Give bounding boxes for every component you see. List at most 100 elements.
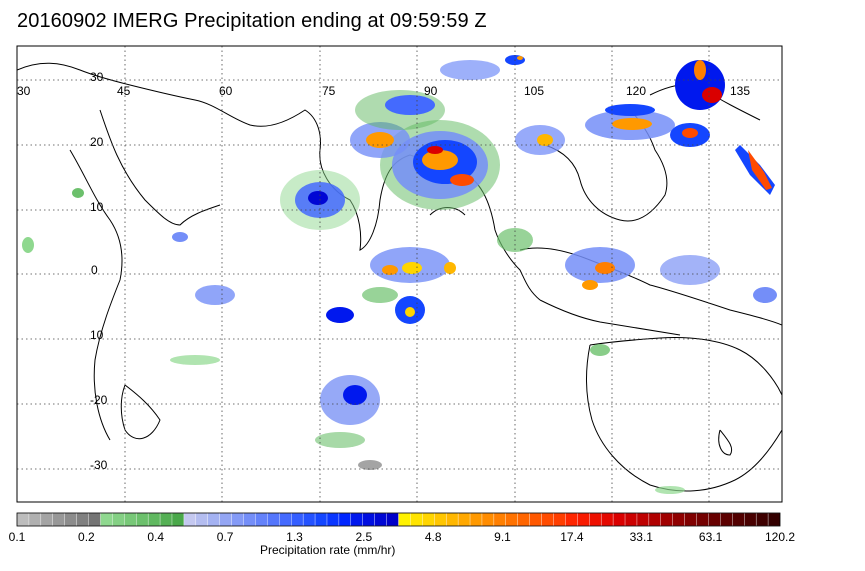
gridlines	[17, 46, 782, 502]
colorbar-cell	[553, 512, 566, 527]
colorbar-cell	[279, 512, 292, 527]
colorbar-cell	[183, 512, 197, 527]
lon-label: 45	[117, 84, 131, 98]
colorbar-cell	[326, 512, 340, 527]
colorbar-cell	[374, 512, 388, 527]
colorbar-cells	[16, 512, 781, 527]
lon-label: 105	[524, 84, 544, 98]
figure-title: 20160902 IMERG Precipitation ending at 0…	[17, 10, 487, 32]
lat-label: 10	[90, 328, 104, 342]
colorbar-cell	[577, 512, 590, 527]
colorbar-tick-label: 9.1	[494, 530, 511, 544]
colorbar-cell	[696, 512, 709, 527]
colorbar-cell	[338, 512, 352, 527]
colorbar-cell	[159, 512, 173, 527]
colorbar-cell	[624, 512, 638, 527]
colorbar-cell	[255, 512, 268, 527]
colorbar-tick-label: 63.1	[699, 530, 723, 544]
lat-label: 0	[91, 263, 98, 277]
colorbar-cell	[720, 512, 733, 527]
colorbar-tick-label: 1.3	[286, 530, 303, 544]
lat-label: -30	[90, 458, 108, 472]
colorbar-cell	[481, 512, 495, 527]
colorbar-tick-label: 0.2	[78, 530, 95, 544]
map-frame-border	[16, 45, 783, 503]
colorbar-cell	[243, 512, 256, 527]
colorbar-cell	[434, 512, 447, 527]
colorbar-cell	[88, 512, 101, 527]
colorbar-cell	[410, 512, 423, 527]
colorbar-cell	[660, 512, 674, 527]
colorbar-tick-label: 120.2	[765, 530, 795, 544]
longitude-labels: 30 45 60 75 90 105 120 135	[17, 84, 750, 98]
colorbar-cell	[124, 512, 137, 527]
colorbar-cell	[100, 512, 113, 527]
colorbar-cell	[505, 512, 519, 527]
colorbar-tick-label: 17.4	[560, 530, 584, 544]
colorbar-cell	[732, 512, 745, 527]
colorbar-cell	[386, 512, 399, 527]
colorbar-tick-label: 0.7	[217, 530, 234, 544]
colorbar-cell	[541, 512, 554, 527]
colorbar-cell	[529, 512, 543, 527]
colorbar-tick-label: 0.1	[9, 530, 26, 544]
colorbar-cell	[422, 512, 435, 527]
colorbar-cell	[302, 512, 316, 527]
colorbar-cell	[684, 512, 698, 527]
colorbar-cell	[589, 512, 602, 527]
colorbar-cell	[64, 512, 78, 527]
precipitation-field	[22, 55, 777, 494]
colorbar-tick-label: 2.5	[355, 530, 372, 544]
colorbar-cell	[398, 512, 411, 527]
colorbar-cell	[195, 512, 209, 527]
colorbar-cell	[493, 512, 507, 527]
colorbar-cell	[517, 512, 531, 527]
colorbar-cell	[744, 512, 757, 527]
colorbar-title: Precipitation rate (mm/hr)	[260, 543, 395, 557]
colorbar-cell	[314, 512, 328, 527]
colorbar-cell	[600, 512, 614, 527]
colorbar-cell	[445, 512, 459, 527]
colorbar-cell	[291, 512, 304, 527]
lat-label: -20	[90, 393, 108, 407]
colorbar-tick-label: 33.1	[630, 530, 654, 544]
colorbar-cell	[565, 512, 578, 527]
lon-label: 60	[219, 84, 233, 98]
colorbar-cell	[28, 512, 42, 527]
lon-label: 75	[322, 84, 336, 98]
lat-label: 10	[90, 200, 104, 214]
colorbar-cell	[362, 512, 376, 527]
lon-label: 30	[17, 84, 31, 98]
colorbar-cell	[755, 512, 769, 527]
colorbar-cell	[16, 512, 30, 527]
colorbar-cell	[267, 512, 280, 527]
colorbar-cell	[219, 512, 233, 527]
colorbar-cell	[147, 512, 161, 527]
lon-label: 135	[730, 84, 750, 98]
colorbar-cell	[76, 512, 90, 527]
colorbar-cell	[469, 512, 483, 527]
lat-label: 30	[90, 70, 104, 84]
colorbar-cell	[52, 512, 66, 527]
colorbar-cell	[672, 512, 686, 527]
colorbar-ticks: 0.1 0.2 0.4 0.7 1.3 2.5 4.8 9.1 17.4 33.1 63.1 120.…	[9, 530, 796, 544]
colorbar-cell	[40, 512, 54, 527]
colorbar-cell	[207, 512, 221, 527]
colorbar-cell	[457, 512, 471, 527]
colorbar-cell	[112, 512, 125, 527]
colorbar-cell	[171, 512, 185, 527]
colorbar-tick-label: 4.8	[425, 530, 442, 544]
colorbar-cell	[648, 512, 662, 527]
colorbar-border	[16, 512, 781, 527]
latitude-labels: 30 20 10 0 10 -20 -30	[90, 70, 108, 472]
colorbar-tick-label: 0.4	[147, 530, 164, 544]
lon-label: 120	[626, 84, 646, 98]
colorbar-cell	[231, 512, 245, 527]
lat-label: 20	[90, 135, 104, 149]
colorbar-cell	[350, 512, 364, 527]
colorbar-cell	[612, 512, 626, 527]
colorbar-cell	[136, 512, 149, 527]
colorbar-cell	[708, 512, 721, 527]
